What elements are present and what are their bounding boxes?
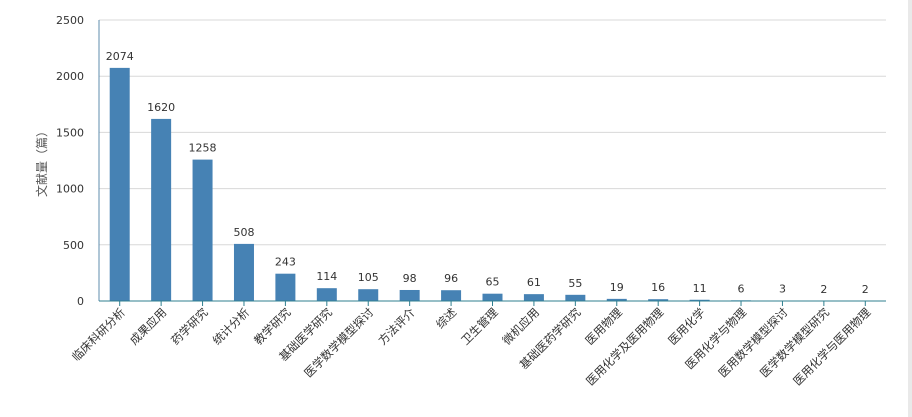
bar[interactable] bbox=[109, 67, 130, 301]
y-tick-label: 500 bbox=[63, 239, 84, 252]
value-label: 61 bbox=[527, 276, 541, 289]
x-tick-label: 综述 bbox=[433, 305, 460, 332]
bar[interactable] bbox=[482, 293, 503, 301]
y-tick-label: 1500 bbox=[56, 126, 84, 139]
value-label: 55 bbox=[568, 277, 582, 290]
x-tick-label: 医用化学及医用物理 bbox=[583, 305, 666, 388]
value-label: 2074 bbox=[106, 50, 134, 63]
value-label: 2 bbox=[820, 283, 827, 296]
bar[interactable] bbox=[689, 299, 710, 301]
bar[interactable] bbox=[316, 288, 337, 301]
y-tick-label: 1000 bbox=[56, 183, 84, 196]
y-tick-label: 2500 bbox=[56, 14, 84, 27]
value-label: 1620 bbox=[147, 101, 175, 114]
bar[interactable] bbox=[606, 298, 627, 301]
x-tick-label: 教学研究 bbox=[251, 305, 294, 348]
value-label: 114 bbox=[316, 270, 337, 283]
value-label: 6 bbox=[738, 282, 745, 295]
x-tick-label: 微机应用 bbox=[500, 305, 542, 347]
value-label: 65 bbox=[486, 276, 500, 289]
x-tick-label: 医用数学模型探讨 bbox=[716, 305, 791, 380]
value-label: 243 bbox=[275, 256, 296, 269]
x-tick-label: 医学数学模型探讨 bbox=[301, 305, 376, 380]
bar[interactable] bbox=[399, 289, 420, 301]
x-tick-label: 方法评介 bbox=[375, 305, 418, 348]
bar[interactable] bbox=[565, 294, 586, 301]
value-label: 508 bbox=[233, 226, 254, 239]
value-label: 16 bbox=[651, 281, 665, 294]
x-tick-label: 药学研究 bbox=[168, 305, 211, 348]
value-label: 105 bbox=[358, 271, 379, 284]
y-tick-label: 0 bbox=[77, 295, 84, 308]
x-tick-label: 卫生管理 bbox=[458, 305, 501, 348]
bar[interactable] bbox=[275, 273, 296, 301]
value-label: 98 bbox=[403, 272, 417, 285]
bar[interactable] bbox=[151, 118, 172, 301]
bar[interactable] bbox=[441, 290, 462, 301]
x-tick-label: 医学数学模型研究 bbox=[757, 305, 832, 380]
y-axis-ticks: 0 500 1000 1500 2000 2500 bbox=[56, 14, 84, 308]
x-tick-label: 医用化学 bbox=[665, 305, 707, 347]
x-tick-label: 临床科研分析 bbox=[69, 305, 128, 364]
right-border bbox=[908, 0, 912, 417]
x-tick-label: 医用化学与医用物理 bbox=[790, 305, 873, 388]
x-axis-ticks: 临床科研分析成果应用药学研究统计分析教学研究基础医学研究医学数学模型探讨方法评介… bbox=[69, 301, 874, 388]
value-label: 96 bbox=[444, 272, 458, 285]
value-label: 2 bbox=[862, 283, 869, 296]
y-axis-title: 文献量（篇） bbox=[34, 125, 49, 197]
value-labels: 2074 1620 1258 508 243 114 105 98 96 65 61 55 19 16 11… bbox=[106, 50, 869, 296]
value-label: 19 bbox=[610, 281, 624, 294]
bar[interactable] bbox=[358, 289, 379, 301]
value-label: 11 bbox=[693, 282, 707, 295]
bar[interactable] bbox=[648, 299, 669, 301]
value-label: 3 bbox=[779, 283, 786, 296]
bar[interactable] bbox=[192, 159, 213, 301]
bar[interactable] bbox=[523, 294, 544, 301]
bars bbox=[109, 67, 876, 301]
y-tick-label: 2000 bbox=[56, 70, 84, 83]
bar[interactable] bbox=[233, 243, 254, 301]
x-tick-label: 成果应用 bbox=[127, 305, 169, 347]
gridlines bbox=[99, 19, 886, 246]
x-tick-label: 统计分析 bbox=[210, 305, 252, 347]
value-label: 1258 bbox=[189, 142, 217, 155]
x-tick-label: 医用物理 bbox=[582, 305, 625, 348]
